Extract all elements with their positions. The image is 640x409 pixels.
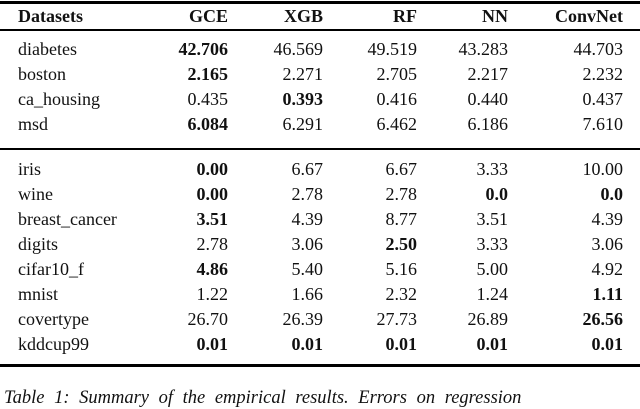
value-cell-convnet: 26.56 xyxy=(582,309,624,329)
dataset-label: covertype xyxy=(18,309,89,329)
value-cell-gce: 2.78 xyxy=(196,234,229,254)
table-row-cifar10_f: cifar10_f 4.86 5.40 5.16 5.00 4.92 xyxy=(0,257,640,282)
value-cell-xgb: 2.78 xyxy=(291,184,324,204)
dataset-label: iris xyxy=(18,159,42,179)
table-row-mnist: mnist 1.22 1.66 2.32 1.24 1.11 xyxy=(0,282,640,307)
value-cell-gce: 26.70 xyxy=(187,309,229,329)
value-cell-xgb: 6.291 xyxy=(282,114,324,134)
dataset-label: breast_cancer xyxy=(18,209,117,229)
section-regression: diabetes 42.706 46.569 49.519 43.283 44.703 bo… xyxy=(0,30,640,149)
dataset-label: cifar10_f xyxy=(18,259,84,279)
value-cell-nn: 26.89 xyxy=(467,309,509,329)
value-cell-rf: 2.705 xyxy=(376,64,418,84)
section-classification: iris 0.00 6.67 6.67 3.33 10.00 wine 0.00 2.78 2.7… xyxy=(0,149,640,366)
value-cell-xgb: 2.271 xyxy=(282,64,324,84)
value-cell-nn: 3.33 xyxy=(476,234,509,254)
value-cell-xgb: 1.66 xyxy=(291,284,324,304)
value-cell-nn: 0.01 xyxy=(476,334,509,354)
table-row-breast_cancer: breast_cancer 3.51 4.39 8.77 3.51 4.39 xyxy=(0,207,640,232)
header-row: Datasets GCE XGB RF NN ConvNet xyxy=(0,2,640,31)
dataset-label: wine xyxy=(18,184,53,204)
value-cell-convnet: 4.39 xyxy=(591,209,624,229)
table-header: Datasets GCE XGB RF NN ConvNet xyxy=(0,2,640,31)
value-cell-convnet: 4.92 xyxy=(591,259,624,279)
value-cell-gce: 4.86 xyxy=(196,259,229,279)
value-cell-xgb: 46.569 xyxy=(273,39,324,59)
table-row-kddcup99: kddcup99 0.01 0.01 0.01 0.01 0.01 xyxy=(0,332,640,366)
value-cell-rf: 27.73 xyxy=(376,309,418,329)
value-cell-gce: 6.084 xyxy=(187,114,229,134)
value-cell-convnet: 0.0 xyxy=(600,184,624,204)
value-cell-rf: 0.416 xyxy=(376,89,418,109)
value-cell-rf: 49.519 xyxy=(367,39,418,59)
value-cell-convnet: 2.232 xyxy=(582,64,624,84)
value-cell-nn: 3.51 xyxy=(476,209,509,229)
value-cell-rf: 6.462 xyxy=(376,114,418,134)
value-cell-xgb: 26.39 xyxy=(282,309,324,329)
value-cell-convnet: 0.437 xyxy=(582,89,624,109)
value-cell-gce: 1.22 xyxy=(196,284,229,304)
dataset-label: diabetes xyxy=(18,39,77,59)
table-row-ca_housing: ca_housing 0.435 0.393 0.416 0.440 0.437 xyxy=(0,87,640,112)
value-cell-xgb: 5.40 xyxy=(291,259,324,279)
value-cell-nn: 2.217 xyxy=(467,64,509,84)
value-cell-gce: 0.00 xyxy=(196,184,229,204)
table-row-covertype: covertype 26.70 26.39 27.73 26.89 26.56 xyxy=(0,307,640,332)
dataset-label: kddcup99 xyxy=(18,334,89,354)
value-cell-convnet: 10.00 xyxy=(582,159,624,179)
table-row-msd: msd 6.084 6.291 6.462 6.186 7.610 xyxy=(0,112,640,149)
column-header-convnet: ConvNet xyxy=(508,2,640,31)
value-cell-nn: 0.440 xyxy=(467,89,509,109)
value-cell-nn: 1.24 xyxy=(476,284,509,304)
value-cell-rf: 2.50 xyxy=(385,234,418,254)
results-table: Datasets GCE XGB RF NN ConvNet diabetes 42.706… xyxy=(0,1,640,367)
value-cell-xgb: 4.39 xyxy=(291,209,324,229)
value-cell-nn: 6.186 xyxy=(467,114,509,134)
value-cell-gce: 0.01 xyxy=(196,334,229,354)
column-header-rf: RF xyxy=(323,2,417,31)
column-header-xgb: XGB xyxy=(228,2,323,31)
value-cell-rf: 2.78 xyxy=(385,184,418,204)
value-cell-xgb: 0.393 xyxy=(282,89,324,109)
value-cell-convnet: 0.01 xyxy=(591,334,624,354)
column-header-nn: NN xyxy=(417,2,508,31)
table-caption: Table 1: Summary of the empirical result… xyxy=(4,388,522,408)
value-cell-gce: 0.435 xyxy=(187,89,229,109)
value-cell-xgb: 6.67 xyxy=(291,159,324,179)
value-cell-rf: 5.16 xyxy=(385,259,418,279)
column-header-gce: GCE xyxy=(140,2,228,31)
dataset-label: boston xyxy=(18,64,67,84)
dataset-label: mnist xyxy=(18,284,59,304)
value-cell-xgb: 0.01 xyxy=(291,334,324,354)
value-cell-convnet: 44.703 xyxy=(573,39,624,59)
value-cell-nn: 3.33 xyxy=(476,159,509,179)
value-cell-nn: 0.0 xyxy=(485,184,509,204)
table-row-digits: digits 2.78 3.06 2.50 3.33 3.06 xyxy=(0,232,640,257)
value-cell-gce: 2.165 xyxy=(187,64,229,84)
table-row-wine: wine 0.00 2.78 2.78 0.0 0.0 xyxy=(0,182,640,207)
value-cell-nn: 43.283 xyxy=(458,39,509,59)
table-row-boston: boston 2.165 2.271 2.705 2.217 2.232 xyxy=(0,62,640,87)
value-cell-rf: 6.67 xyxy=(385,159,418,179)
value-cell-nn: 5.00 xyxy=(476,259,509,279)
table-row-diabetes: diabetes 42.706 46.569 49.519 43.283 44.703 xyxy=(0,30,640,62)
dataset-label: ca_housing xyxy=(18,89,100,109)
value-cell-rf: 0.01 xyxy=(385,334,418,354)
table-row-iris: iris 0.00 6.67 6.67 3.33 10.00 xyxy=(0,149,640,182)
value-cell-rf: 2.32 xyxy=(385,284,418,304)
dataset-label: msd xyxy=(18,114,49,134)
value-cell-convnet: 7.610 xyxy=(582,114,624,134)
value-cell-gce: 42.706 xyxy=(178,39,229,59)
value-cell-rf: 8.77 xyxy=(385,209,418,229)
value-cell-convnet: 3.06 xyxy=(591,234,624,254)
value-cell-gce: 3.51 xyxy=(196,209,229,229)
dataset-label: digits xyxy=(18,234,59,254)
value-cell-convnet: 1.11 xyxy=(592,284,623,304)
value-cell-xgb: 3.06 xyxy=(291,234,324,254)
column-header-datasets: Datasets xyxy=(0,2,140,31)
value-cell-gce: 0.00 xyxy=(196,159,229,179)
